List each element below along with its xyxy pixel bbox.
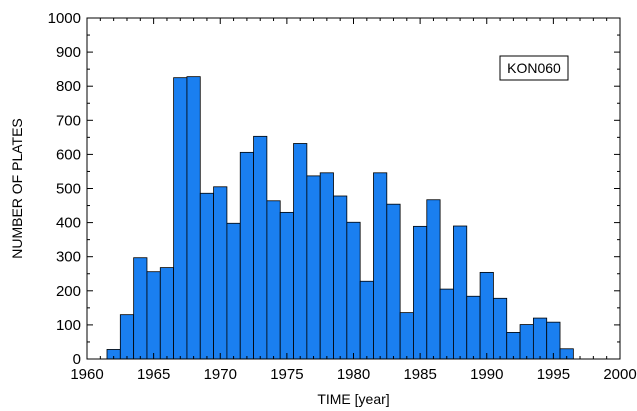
- y-tick-labels: 0 100 200 300 400 500 600 700 800 900 1000: [48, 10, 81, 368]
- bar-1983: [386, 203, 401, 360]
- bar-1993: [519, 324, 534, 360]
- x-tick-label: 1995: [537, 366, 570, 383]
- bar-1971: [226, 222, 241, 360]
- bar-1981: [359, 280, 374, 360]
- bar-1980: [346, 221, 361, 360]
- x-tick-labels: 1960 1965 1970 1975 1980 1985 1990 1995 2000: [70, 366, 636, 383]
- bar-1972: [239, 151, 254, 360]
- bar-1966: [159, 267, 175, 360]
- y-tick-label: 300: [56, 249, 81, 266]
- bar-1969: [199, 192, 214, 360]
- bar-1991: [493, 297, 508, 360]
- legend-box: KON060: [499, 55, 569, 81]
- legend-label: KON060: [507, 60, 561, 76]
- legend-frame: [499, 55, 569, 81]
- bar-1968: [186, 76, 201, 360]
- x-tick-label: 2000: [603, 366, 636, 383]
- y-tick-label: 400: [56, 215, 81, 232]
- x-tick-label: 1960: [70, 366, 103, 383]
- y-tick-label: 100: [56, 317, 81, 334]
- y-tick-label: 900: [56, 44, 81, 61]
- bar-1994: [532, 317, 548, 360]
- bar-1987: [439, 288, 454, 360]
- bar-1992: [506, 331, 521, 360]
- y-tick-label: 200: [56, 283, 81, 300]
- bar-1977: [306, 175, 321, 360]
- y-axis-title: NUMBER OF PLATES: [9, 118, 25, 259]
- bar-1964: [133, 257, 148, 360]
- bar-1963: [119, 314, 135, 360]
- bar-1989: [466, 295, 481, 360]
- bar-1974: [266, 200, 281, 360]
- bar-1986: [426, 199, 441, 360]
- bar-1976: [293, 143, 308, 360]
- bar-1982: [373, 172, 388, 360]
- bar-1970: [213, 186, 228, 360]
- y-tick-label: 800: [56, 78, 81, 95]
- bar-1990: [479, 271, 494, 360]
- bar-1973: [253, 135, 268, 360]
- bar-1985: [413, 225, 428, 360]
- x-tick-label: 1970: [204, 366, 237, 383]
- bar-1978: [319, 172, 334, 360]
- x-tick-label: 1965: [137, 366, 170, 383]
- bar-1988: [453, 225, 468, 360]
- bar-1979: [333, 195, 348, 360]
- x-tick-label: 1980: [337, 366, 370, 383]
- x-tick-label: 1990: [470, 366, 503, 383]
- bar-1975: [279, 211, 294, 360]
- x-tick-label: 1975: [270, 366, 303, 383]
- y-tick-label: 0: [73, 351, 81, 368]
- y-tick-label: 600: [56, 146, 81, 163]
- x-tick-label: 1985: [403, 366, 436, 383]
- bar-1965: [146, 271, 161, 360]
- y-tick-label: 700: [56, 112, 81, 129]
- y-tick-label: 500: [56, 181, 81, 198]
- x-axis-title: TIME [year]: [317, 391, 389, 407]
- bar-1984: [399, 312, 414, 360]
- y-tick-label: 1000: [48, 10, 81, 27]
- bar-1967: [173, 77, 188, 360]
- tick-marks: [86, 17, 621, 360]
- bars-group: [106, 76, 574, 360]
